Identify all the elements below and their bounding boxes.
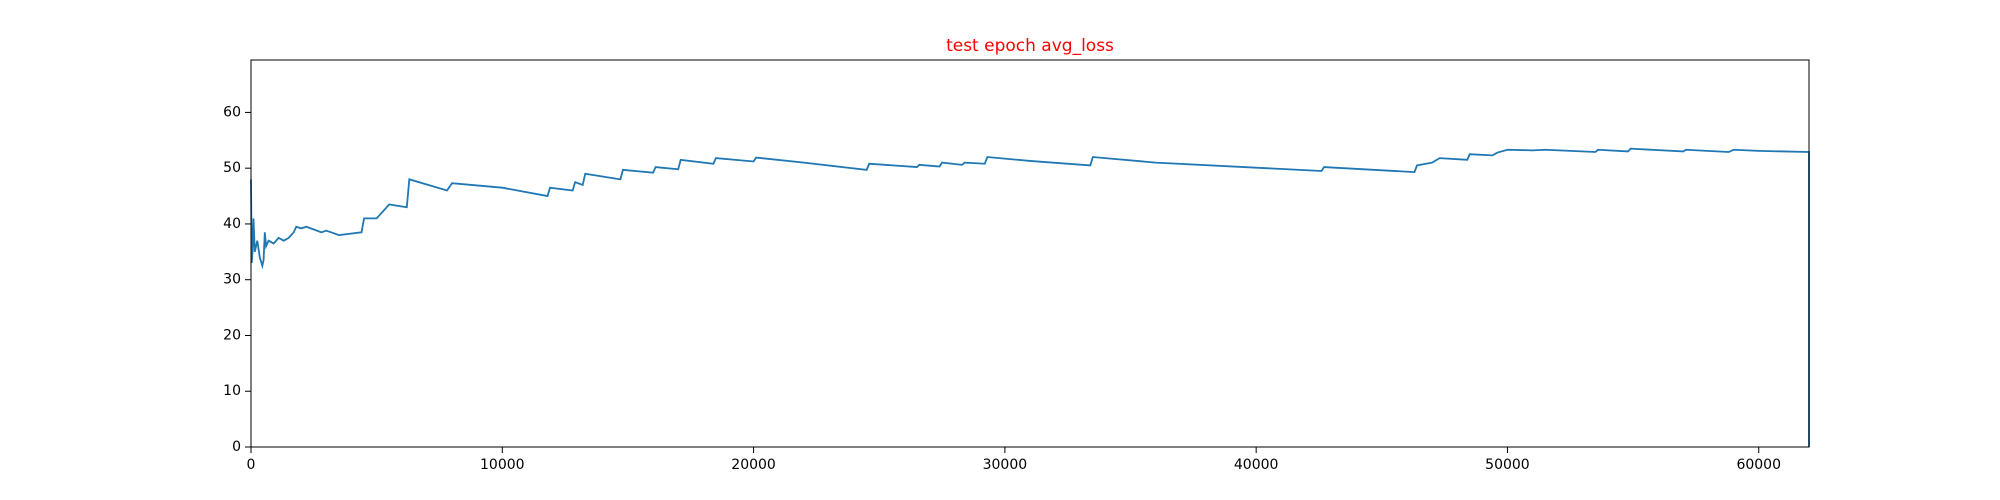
- chart-title: test epoch avg_loss: [946, 36, 1114, 56]
- y-tick-label: 60: [223, 104, 241, 120]
- y-tick-label: 50: [223, 160, 241, 176]
- x-tick-label: 10000: [480, 457, 525, 473]
- x-tick-label: 60000: [1736, 457, 1781, 473]
- x-tick-label: 0: [247, 457, 256, 473]
- x-tick-label: 20000: [731, 457, 776, 473]
- x-tick-label: 40000: [1234, 457, 1279, 473]
- y-tick-label: 40: [223, 216, 241, 232]
- y-tick-label: 10: [223, 383, 241, 399]
- plot-frame: [250, 59, 1810, 448]
- x-tick-label: 50000: [1485, 457, 1530, 473]
- y-tick-label: 30: [223, 272, 241, 288]
- x-tick-label: 30000: [983, 457, 1028, 473]
- y-tick-label: 0: [232, 439, 241, 455]
- line: [250, 147, 1810, 447]
- y-tick-label: 20: [223, 327, 241, 343]
